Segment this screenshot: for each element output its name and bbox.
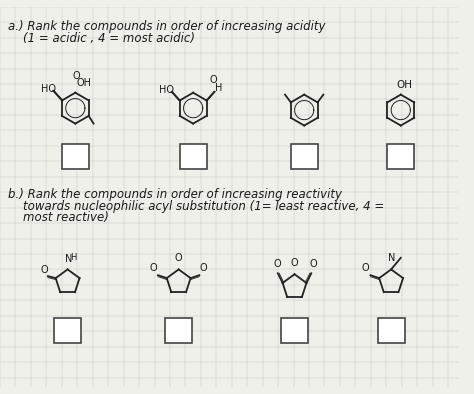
Text: b.) Rank the compounds in order of increasing reactivity: b.) Rank the compounds in order of incre… bbox=[8, 188, 342, 201]
Text: most reactive): most reactive) bbox=[8, 212, 109, 225]
Text: O: O bbox=[149, 263, 157, 273]
Bar bbox=[387, 144, 414, 169]
Bar bbox=[378, 318, 405, 343]
Text: O: O bbox=[175, 253, 182, 263]
Text: O: O bbox=[40, 265, 48, 275]
Text: N: N bbox=[388, 253, 396, 263]
Text: (1 = acidic , 4 = most acidic): (1 = acidic , 4 = most acidic) bbox=[8, 32, 195, 45]
Bar bbox=[165, 318, 192, 343]
Text: H: H bbox=[215, 83, 223, 93]
Bar bbox=[180, 144, 207, 169]
Text: O: O bbox=[73, 71, 80, 81]
Bar bbox=[62, 144, 89, 169]
Text: N: N bbox=[65, 254, 72, 264]
Bar bbox=[281, 318, 308, 343]
Text: O: O bbox=[210, 75, 217, 85]
Text: HO: HO bbox=[41, 84, 56, 94]
Bar bbox=[54, 318, 81, 343]
Text: towards nucleophilic acyl substitution (1= least reactive, 4 =: towards nucleophilic acyl substitution (… bbox=[8, 200, 384, 213]
Text: O: O bbox=[199, 263, 207, 273]
Text: O: O bbox=[310, 260, 317, 269]
Text: HO: HO bbox=[159, 85, 174, 95]
Text: O: O bbox=[274, 260, 282, 269]
Text: OH: OH bbox=[396, 80, 412, 90]
Text: O: O bbox=[291, 258, 298, 268]
Bar bbox=[291, 144, 318, 169]
Text: OH: OH bbox=[76, 78, 91, 88]
Text: H: H bbox=[71, 253, 77, 262]
Text: a.) Rank the compounds in order of increasing acidity: a.) Rank the compounds in order of incre… bbox=[8, 20, 325, 33]
Text: O: O bbox=[362, 263, 369, 273]
